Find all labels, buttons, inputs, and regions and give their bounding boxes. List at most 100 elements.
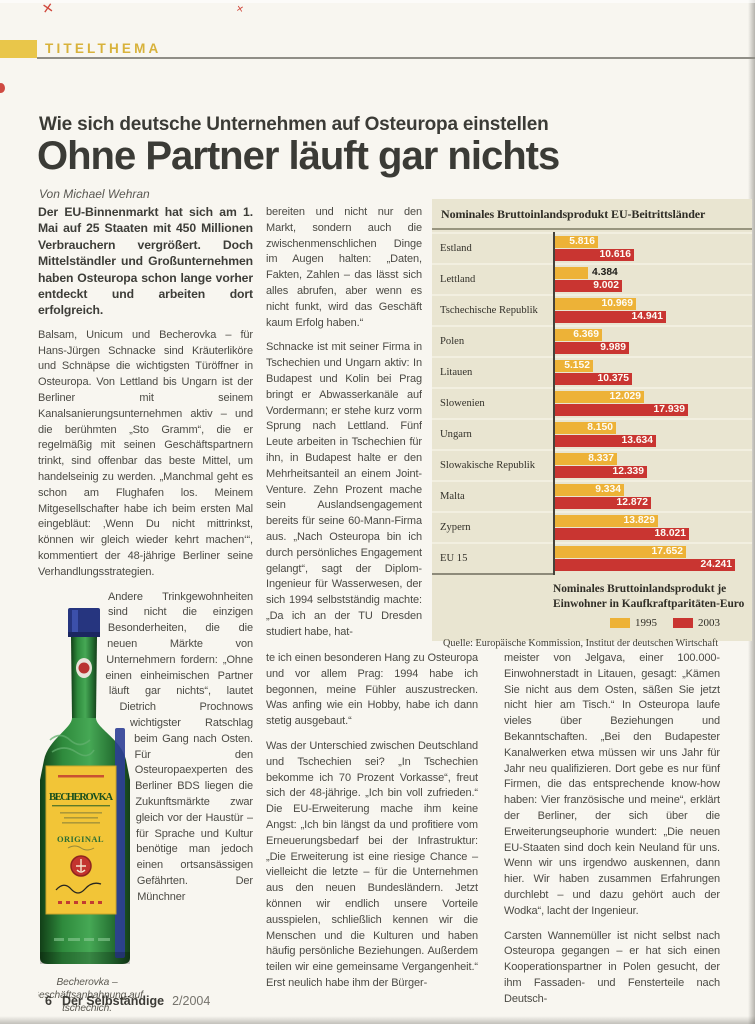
bar-value: 8.337	[588, 453, 614, 464]
label-dotted-band	[58, 900, 102, 904]
chart-caption: Nominales Bruttoinlandsprodukt je Einwoh…	[553, 583, 745, 610]
chart-row: Estland 5.816 10.616	[432, 232, 752, 263]
bar-value: 24.241	[700, 559, 733, 570]
column-2-upper: bereiten und nicht nur den Markt, sonder…	[266, 199, 422, 641]
signature	[55, 882, 102, 894]
red-scan-mark: ✕	[40, 0, 55, 17]
chart-row: Lettland 4.384 9.002	[432, 263, 752, 294]
column-1: Der EU-Binnenmarkt hat sich am 1. Mai au…	[38, 199, 253, 1015]
bar-2003: 9.989	[555, 342, 629, 354]
legend-label-2003: 2003	[698, 617, 720, 629]
bar-value: 10.616	[599, 249, 632, 260]
bar-value: 9.002	[593, 280, 619, 291]
bar-value: 10.375	[597, 373, 630, 384]
chart-country-label: Tschechische Republik	[440, 305, 538, 316]
right-region: bereiten und nicht nur den Markt, sonder…	[266, 199, 752, 1015]
bar-1995: 5.816	[555, 236, 598, 248]
chart-country-label: Polen	[440, 336, 465, 347]
bar-value: 12.029	[609, 391, 642, 402]
bar-1995	[555, 267, 588, 279]
bar-1995: 13.829	[555, 515, 658, 527]
bar-2003: 13.634	[555, 435, 656, 447]
bar-1995: 8.337	[555, 453, 617, 465]
legend-item-2003: 2003	[673, 617, 720, 629]
chart-title: Nominales Bruttoinlandsprodukt EU-Beitri…	[432, 199, 752, 230]
bar-1995: 17.652	[555, 546, 686, 558]
bottle-original-text: ORIGINAL	[57, 834, 105, 844]
chart-country-label: Malta	[440, 491, 465, 502]
legend-item-1995: 1995	[610, 617, 657, 629]
red-scan-mark: ✕	[235, 3, 245, 15]
gdp-bar-chart: Nominales Bruttoinlandsprodukt EU-Beitri…	[432, 199, 752, 649]
red-scan-mark	[0, 83, 5, 93]
paragraph: Schnacke ist mit seiner Firma in Tschech…	[266, 341, 422, 638]
bar-value: 8.150	[587, 422, 613, 433]
bar-2003: 12.339	[555, 466, 647, 478]
bar-2003: 10.375	[555, 373, 632, 385]
bottle-blue-stripe	[115, 727, 125, 958]
becherovka-bottle-photo: BECHEROVKA ORIGINAL	[38, 607, 143, 1015]
paragraph: te ich einen besonderen Hang zu Osteurop…	[266, 652, 478, 728]
section-rule	[37, 57, 755, 59]
chart-rows: Estland 5.816 10.616 Lettland 4.384 9.002 Tsch…	[432, 230, 752, 575]
paragraph: meister von Jelgava, einer 100.000-Einwo…	[504, 652, 720, 917]
bar-value: 18.021	[654, 528, 687, 539]
lead-paragraph: Der EU-Binnenmarkt hat sich am 1. Mai au…	[38, 205, 253, 318]
paragraph: Was der Unterschied zwischen Deutschland…	[266, 739, 478, 989]
article-kicker: Wie sich deutsche Unternehmen auf Osteur…	[39, 114, 549, 135]
chart-country-label: EU 15	[440, 553, 468, 564]
chart-row: EU 15 17.652 24.241	[432, 542, 752, 573]
column-3: meister von Jelgava, einer 100.000-Einwo…	[504, 651, 720, 1017]
bar-2003: 18.021	[555, 528, 689, 540]
chart-country-label: Ungarn	[440, 429, 472, 440]
bar-1995: 6.369	[555, 329, 602, 341]
chart-row: Slowenien 12.029 17.939	[432, 387, 752, 418]
bar-2003: 9.002	[555, 280, 622, 292]
bar-value: 6.369	[573, 329, 599, 340]
magazine-name: Der Selbständige	[61, 994, 165, 1008]
bottle-brand-text: BECHEROVKA	[49, 792, 114, 803]
bar-1995: 8.150	[555, 422, 616, 434]
bar-value: 9.989	[600, 342, 626, 353]
scan-edge-top	[0, 0, 755, 3]
chart-country-label: Estland	[440, 243, 472, 254]
bar-2003: 12.872	[555, 497, 651, 509]
section-color-block	[0, 40, 37, 58]
paragraph-with-photo: BECHEROVKA ORIGINAL	[38, 590, 253, 1015]
bar-value: 10.969	[601, 298, 634, 309]
bar-2003: 10.616	[555, 249, 634, 261]
bar-value: 5.152	[564, 360, 590, 371]
embossed-script	[49, 734, 95, 756]
chart-country-label: Slowenien	[440, 398, 485, 409]
photo-caption: Becherovka – Geschäftsanbahnung auf tsch…	[38, 977, 143, 1015]
paragraph: Balsam, Unicum und Becherovka – für Hans…	[38, 328, 253, 578]
scan-edge-bottom	[0, 1016, 755, 1024]
bar-2003: 24.241	[555, 559, 735, 571]
chart-country-label: Slowakische Republik	[440, 460, 536, 471]
chart-source: Quelle: Europäische Kommission, Institut…	[443, 638, 719, 649]
chart-country-label: Zypern	[440, 522, 471, 533]
section-label: TITELTHEMA	[45, 41, 162, 56]
bar-value: 13.829	[623, 515, 656, 526]
bar-value: 12.339	[612, 466, 645, 477]
paragraph: Carsten Wannemüller ist nicht selbst nac…	[504, 929, 720, 1005]
becherovka-bottle-illustration: BECHEROVKA ORIGINAL	[40, 607, 130, 964]
bar-value: 17.939	[653, 404, 686, 415]
legend-swatch-2003	[673, 618, 693, 628]
page-footer: 6 Der Selbständige 2/2004	[45, 994, 210, 1008]
chart-row: Slowakische Republik 8.337 12.339	[432, 449, 752, 480]
chart-row: Zypern 13.829 18.021	[432, 511, 752, 542]
chart-row: Ungarn 8.150 13.634	[432, 418, 752, 449]
article-byline: Von Michael Wehran	[39, 187, 150, 201]
paragraph-text: Andere Trinkgewohnheiten sind nicht die …	[105, 590, 253, 1015]
bar-value: 5.816	[569, 236, 595, 247]
issue-number: 2/2004	[172, 994, 211, 1008]
bar-value: 17.652	[651, 546, 684, 557]
chart-country-label: Lettland	[440, 274, 476, 285]
chart-country-label: Litauen	[440, 367, 473, 378]
bar-value: 9.334	[595, 484, 621, 495]
chart-row: Polen 6.369 9.989	[432, 325, 752, 356]
bar-value: 13.634	[621, 435, 654, 446]
chart-baseline	[553, 232, 555, 575]
bar-value: 14.941	[631, 311, 664, 322]
